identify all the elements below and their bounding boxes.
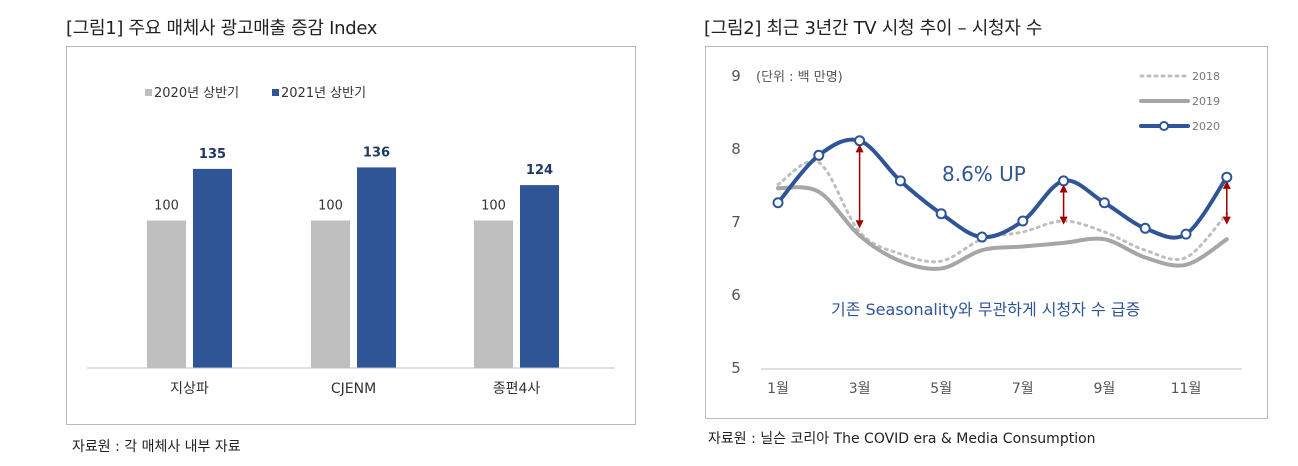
legend-label: 2018 (1192, 70, 1220, 83)
diff-arrow-head-up (1059, 184, 1068, 193)
bar-value-label: 100 (481, 199, 506, 214)
point-2020 (935, 208, 947, 220)
bar-2-0 (474, 220, 513, 368)
legend-label-1: 2021년 상반기 (281, 86, 366, 101)
line-chart: 5 6 7 8 9 (단위 : 백 만명) 1월 3월 5월 7월 9월 11월 8.6% UP 기존 S… (731, 67, 1242, 397)
point-2020 (976, 231, 988, 243)
legend-label-0: 2020년 상반기 (154, 86, 239, 101)
diff-arrow-head-down (855, 220, 864, 229)
point-2020 (813, 149, 825, 161)
series-line-2019 (776, 185, 1229, 271)
right-source: 자료원 : 닐슨 코리아 The COVID era & Media Consu… (708, 431, 1096, 447)
diff-arrow-head-up (1222, 180, 1231, 189)
y-tick-label: 7 (731, 213, 741, 231)
left-source: 자료원 : 각 매체사 내부 자료 (72, 439, 241, 455)
left-figure-title: [그림1] 주요 매체사 광고매출 증감 Index (66, 18, 378, 39)
unit-label: (단위 : 백 만명) (756, 70, 843, 85)
bar-0-1 (193, 168, 232, 368)
legend-marker-2020 (1159, 121, 1169, 131)
point-2020 (894, 175, 906, 187)
bar-value-label: 124 (526, 163, 553, 178)
line-chart-panel: 5 6 7 8 9 (단위 : 백 만명) 1월 3월 5월 7월 9월 11월 8.6% UP 기존 S… (705, 46, 1268, 419)
note-text: 기존 Seasonality와 무관하게 시청자 수 급증 (831, 300, 1140, 319)
y-tick-label: 6 (731, 286, 741, 304)
bar-chart: 2020년 상반기 2021년 상반기 100 135 지상파 100 136 CJENM 10… (87, 86, 615, 397)
bar-chart-panel: 2020년 상반기 2021년 상반기 100 135 지상파 100 136 CJENM 10… (66, 46, 636, 425)
point-2020 (1058, 175, 1070, 187)
category-label: 종편4사 (493, 381, 541, 397)
x-tick-label: 1월 (767, 381, 789, 397)
y-tick-label: 5 (731, 359, 741, 377)
bar-1-1 (357, 167, 396, 368)
legend-label: 2019 (1192, 95, 1220, 108)
right-figure-title: [그림2] 최근 3년간 TV 시청 추이 – 시청자 수 (704, 18, 1043, 39)
x-tick-label: 3월 (849, 381, 871, 397)
category-label: 지상파 (170, 381, 209, 397)
diff-arrow-head-down (1222, 216, 1231, 225)
bar-1-0 (311, 220, 350, 368)
callout-text: 8.6% UP (942, 162, 1026, 186)
point-2020 (1098, 197, 1110, 209)
legend-swatch-0 (145, 89, 152, 96)
point-2020 (1221, 171, 1233, 183)
point-2020 (1017, 215, 1029, 227)
bar-value-label: 100 (154, 199, 179, 214)
bar-value-label: 100 (318, 199, 343, 214)
category-label: CJENM (331, 381, 376, 397)
x-tick-label: 11월 (1171, 381, 1202, 397)
legend-swatch-1 (272, 89, 279, 96)
diff-arrow-head-up (855, 144, 864, 153)
point-2020 (1180, 228, 1192, 240)
y-tick-label: 9 (731, 67, 741, 85)
bar-0-0 (147, 220, 186, 368)
legend-label: 2020 (1192, 120, 1220, 133)
bar-value-label: 135 (199, 147, 226, 162)
point-2020 (854, 135, 866, 147)
point-2020 (772, 197, 784, 209)
x-tick-label: 5월 (930, 381, 952, 397)
x-tick-label: 7월 (1012, 381, 1034, 397)
diff-arrow-head-down (1059, 216, 1068, 225)
bar-value-label: 136 (363, 145, 390, 160)
x-tick-label: 9월 (1094, 381, 1116, 397)
y-tick-label: 8 (731, 140, 741, 158)
bar-2-1 (520, 185, 559, 368)
point-2020 (1139, 222, 1151, 234)
